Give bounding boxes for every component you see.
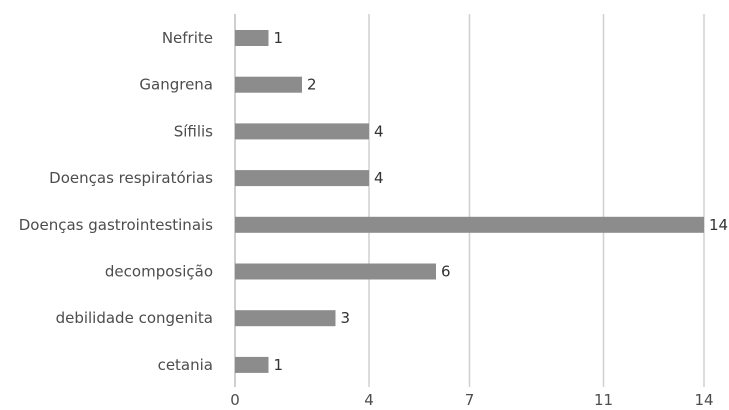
category-label: Gangrena <box>139 76 213 94</box>
x-tick-label: 0 <box>230 391 240 409</box>
data-label: 4 <box>374 169 384 187</box>
category-labels: Nefrite Gangrena Sífilis Doenças respiratór… <box>19 29 213 374</box>
x-axis-tick-labels: 0 4 7 11 14 <box>230 391 713 409</box>
bar <box>235 216 704 233</box>
data-label: 3 <box>341 309 351 327</box>
bar <box>235 356 269 373</box>
data-labels: 1 2 4 4 14 6 3 1 <box>274 29 729 374</box>
gridlines <box>234 14 705 387</box>
bar <box>235 170 369 187</box>
x-tick-label: 7 <box>465 391 475 409</box>
category-label: Nefrite <box>162 29 213 47</box>
x-tick-label: 4 <box>364 391 374 409</box>
data-label: 6 <box>441 263 451 281</box>
data-label: 14 <box>709 216 728 234</box>
x-tick-label: 11 <box>594 391 613 409</box>
data-label: 2 <box>307 76 317 94</box>
category-label: Doenças respiratórias <box>49 169 213 187</box>
bar <box>235 310 336 327</box>
data-label: 1 <box>274 29 284 47</box>
x-tick-label: 14 <box>694 391 713 409</box>
data-label: 4 <box>374 122 384 140</box>
data-label: 1 <box>274 356 284 374</box>
category-label: cetania <box>158 356 213 374</box>
category-label: Doenças gastrointestinais <box>19 216 213 234</box>
category-label: Sífilis <box>174 122 213 140</box>
bar <box>235 76 302 93</box>
bars <box>235 30 704 373</box>
bar <box>235 30 269 46</box>
category-label: decomposição <box>105 263 213 281</box>
bar <box>235 123 369 140</box>
category-label: debilidade congenita <box>56 309 213 327</box>
bar <box>235 263 436 280</box>
